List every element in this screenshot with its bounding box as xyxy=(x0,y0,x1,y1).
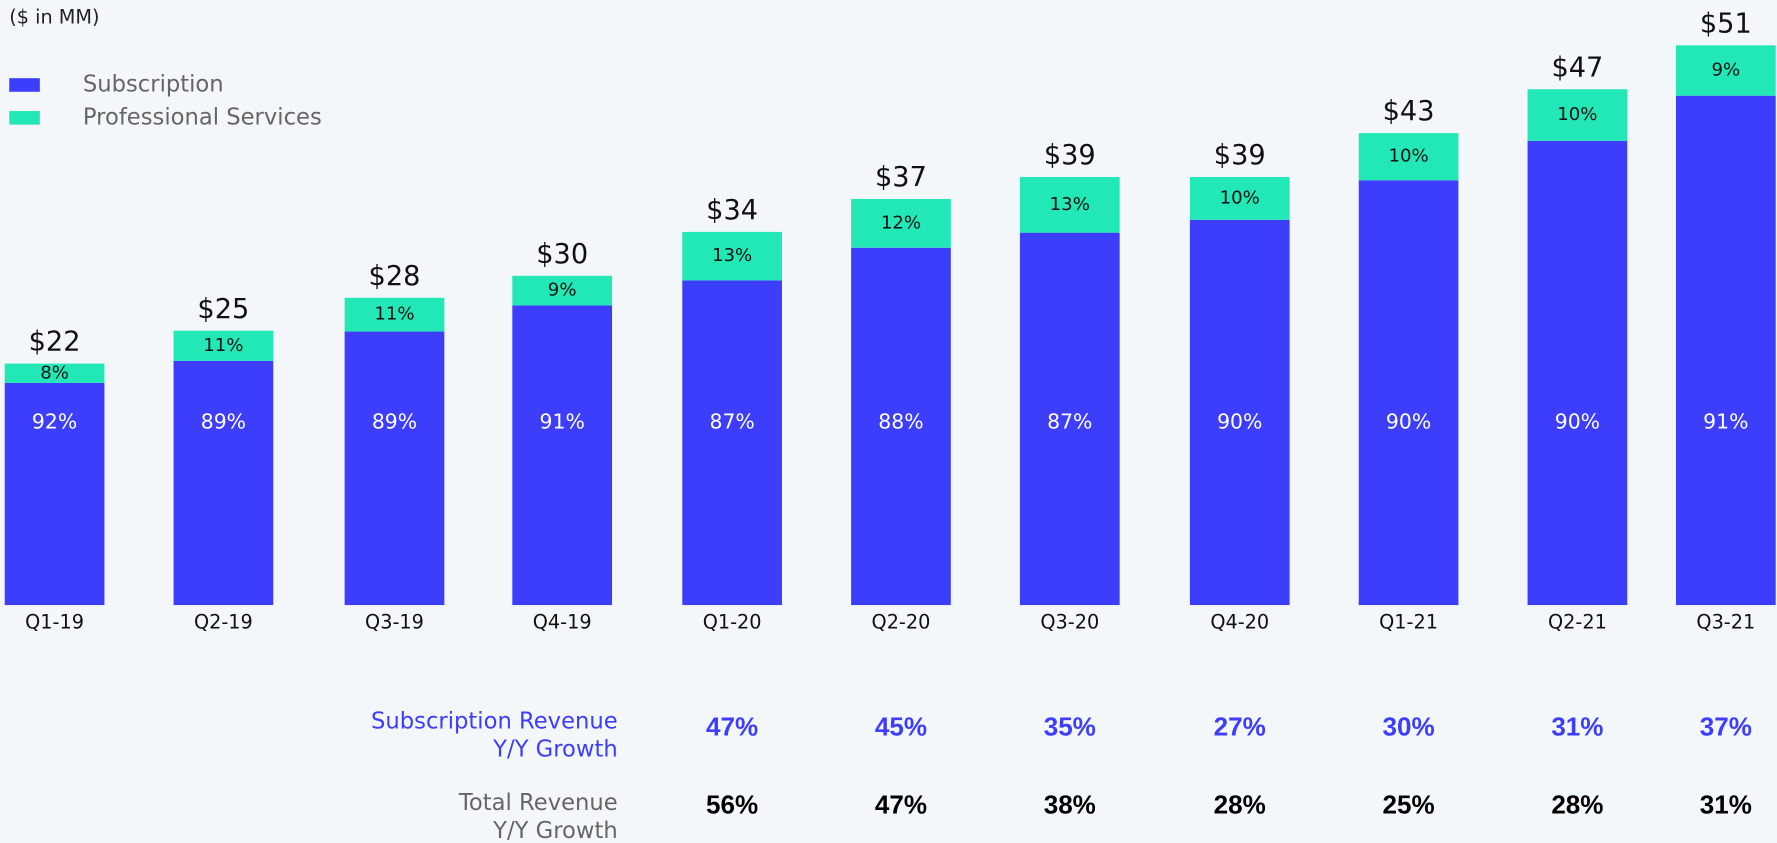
growth-value: 38% xyxy=(1044,790,1096,820)
x-tick-label: Q2-21 xyxy=(1548,611,1607,634)
bar-segment xyxy=(682,280,782,606)
growth-value: 31% xyxy=(1551,711,1603,741)
segment-label: 10% xyxy=(1220,187,1260,208)
growth-value: 30% xyxy=(1383,711,1435,741)
legend-label: Subscription xyxy=(83,71,224,97)
growth-value: 27% xyxy=(1214,711,1266,741)
x-tick-label: Q3-21 xyxy=(1696,611,1755,634)
bar-segment xyxy=(344,331,445,606)
x-tick-label: Q1-20 xyxy=(703,611,762,634)
bar-segment xyxy=(512,275,613,306)
growth-value: 47% xyxy=(875,790,927,820)
bar-segment xyxy=(851,198,951,248)
bar-segment xyxy=(1358,180,1459,606)
growth-value: 56% xyxy=(706,790,758,820)
bar-segment xyxy=(4,363,105,383)
row-label: Subscription Revenue xyxy=(371,708,618,734)
segment-label: 91% xyxy=(1703,410,1748,434)
growth-value: 28% xyxy=(1214,790,1266,820)
segment-label: 11% xyxy=(374,304,414,325)
total-label: $47 xyxy=(1551,52,1603,83)
x-tick-label: Q1-19 xyxy=(25,611,84,634)
segment-label: 10% xyxy=(1557,104,1597,125)
bar-segment xyxy=(682,231,782,281)
segment-label: 10% xyxy=(1388,146,1428,167)
segment-label: 89% xyxy=(201,410,246,434)
bar-segment xyxy=(1189,177,1290,220)
total-label: $39 xyxy=(1214,140,1266,171)
total-label: $25 xyxy=(197,294,249,325)
total-label: $39 xyxy=(1044,140,1096,171)
legend-label: Professional Services xyxy=(83,104,322,130)
growth-value: 28% xyxy=(1551,790,1603,820)
legend-swatch xyxy=(9,111,40,125)
bar-segment xyxy=(1675,45,1776,96)
segment-label: 90% xyxy=(1555,410,1600,434)
total-label: $30 xyxy=(536,239,588,270)
x-tick-label: Q2-20 xyxy=(872,611,931,634)
x-tick-label: Q3-20 xyxy=(1040,611,1099,634)
bar-segment xyxy=(1019,177,1120,233)
segment-label: 88% xyxy=(878,410,923,434)
legend-swatch xyxy=(9,78,40,92)
bar-segment xyxy=(851,247,951,606)
segment-label: 13% xyxy=(1050,194,1090,215)
row-label: Y/Y Growth xyxy=(492,737,618,763)
total-label: $43 xyxy=(1383,96,1435,127)
segment-label: 12% xyxy=(881,212,921,233)
bar-segment xyxy=(1527,140,1628,606)
segment-label: 89% xyxy=(372,410,417,434)
row-label: Y/Y Growth xyxy=(492,818,618,843)
x-tick-label: Q4-20 xyxy=(1210,611,1269,634)
bar-segment xyxy=(4,382,105,606)
bar-segment xyxy=(512,305,613,606)
bar-segment xyxy=(1019,232,1120,606)
bar-segment xyxy=(1675,95,1776,606)
segment-label: 13% xyxy=(712,245,752,266)
x-tick-label: Q4-19 xyxy=(533,611,592,634)
segment-label: 8% xyxy=(40,362,69,383)
growth-value: 25% xyxy=(1383,790,1435,820)
segment-label: 90% xyxy=(1386,410,1431,434)
bar-segment xyxy=(1189,219,1290,606)
growth-value: 31% xyxy=(1700,790,1752,820)
total-label: $22 xyxy=(29,327,81,358)
segment-label: 91% xyxy=(540,410,585,434)
x-tick-label: Q3-19 xyxy=(365,611,424,634)
segment-label: 87% xyxy=(709,410,754,434)
growth-value: 35% xyxy=(1044,711,1096,741)
total-label: $28 xyxy=(369,261,421,292)
segment-label: 11% xyxy=(203,335,243,356)
bar-segment xyxy=(1527,89,1628,141)
segment-label: 9% xyxy=(548,280,577,301)
total-label: $34 xyxy=(706,195,758,226)
total-label: $37 xyxy=(875,162,927,193)
bar-segment xyxy=(344,297,445,332)
growth-value: 45% xyxy=(875,711,927,741)
x-tick-label: Q2-19 xyxy=(194,611,253,634)
row-label: Total Revenue xyxy=(458,790,618,816)
segment-label: 90% xyxy=(1217,410,1262,434)
bar-segment xyxy=(173,360,274,606)
growth-value: 37% xyxy=(1700,711,1752,741)
subtitle: ($ in MM) xyxy=(9,6,99,29)
segment-label: 87% xyxy=(1047,410,1092,434)
growth-value: 47% xyxy=(706,711,758,741)
segment-label: 92% xyxy=(32,410,77,434)
bar-segment xyxy=(173,330,274,361)
x-tick-label: Q1-21 xyxy=(1379,611,1438,634)
total-label: $51 xyxy=(1700,8,1752,39)
segment-label: 9% xyxy=(1711,60,1740,81)
bar-segment xyxy=(1358,133,1459,181)
